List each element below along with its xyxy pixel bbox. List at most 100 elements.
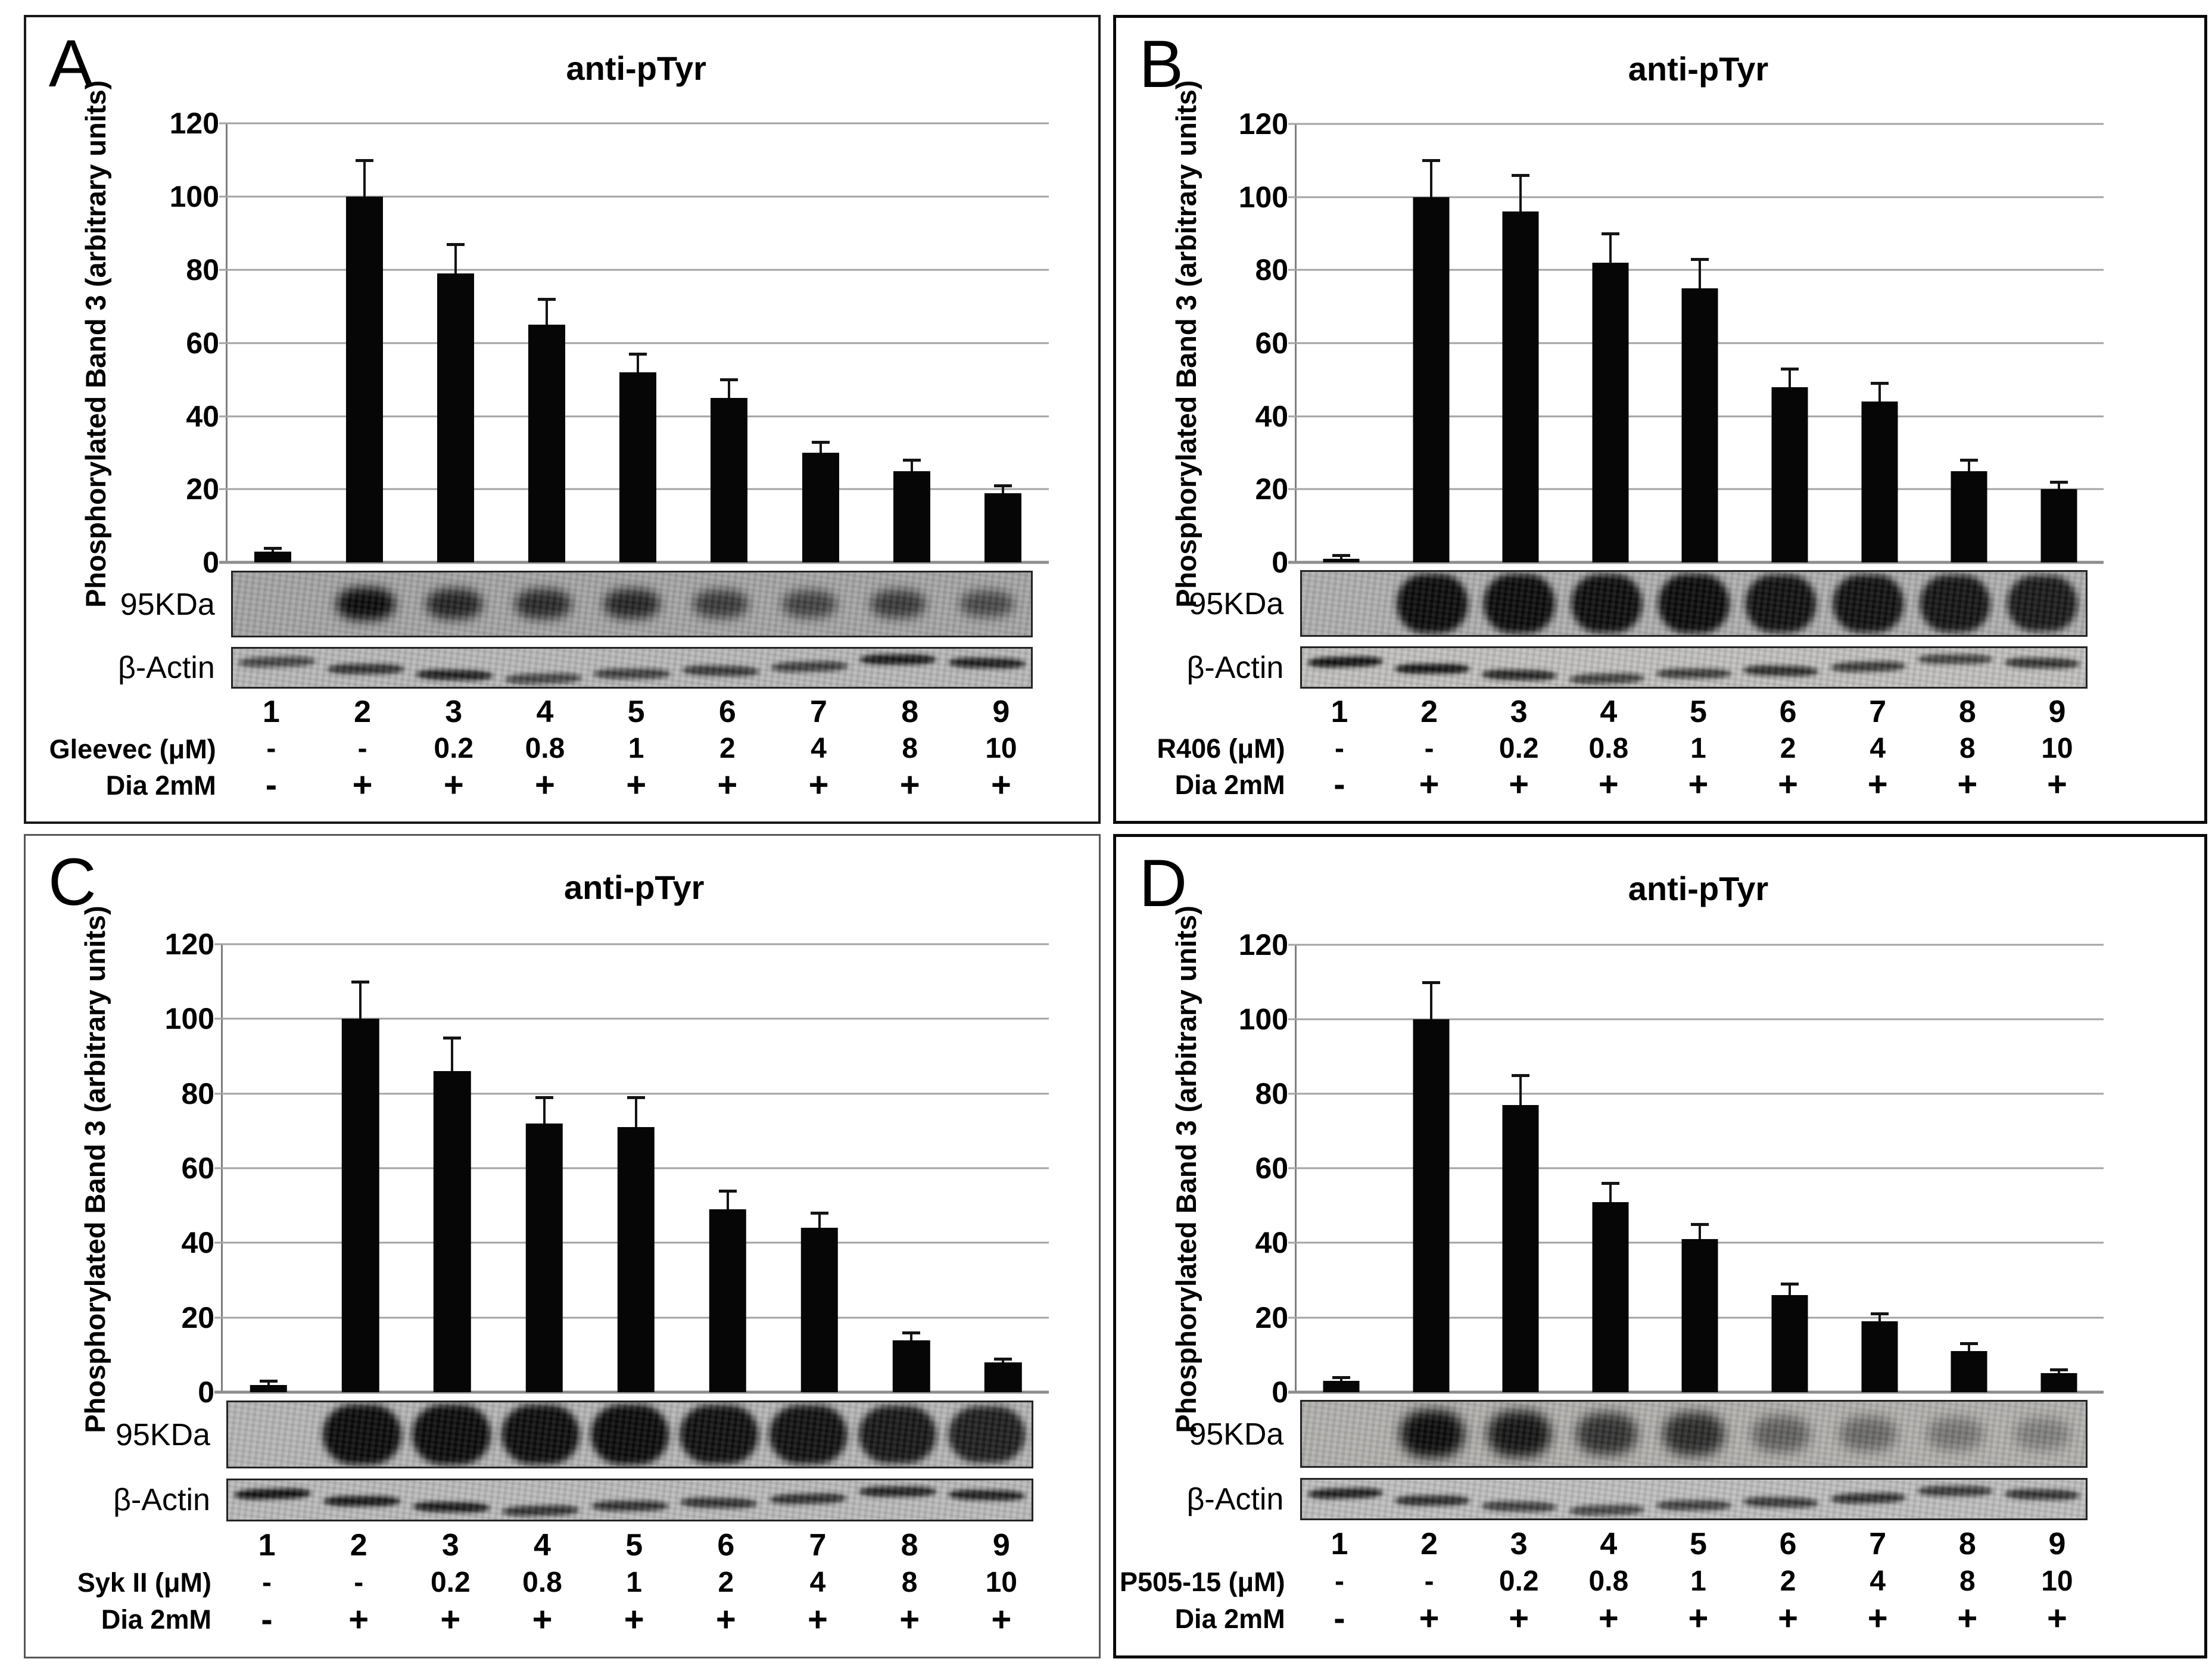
bar — [1681, 288, 1718, 562]
blot-band — [1481, 668, 1558, 681]
error-bar — [2049, 1368, 2068, 1374]
error-bar — [443, 1036, 462, 1072]
blot-lane — [1825, 648, 1912, 686]
dia-value: + — [1867, 1599, 1888, 1638]
error-bar-cap — [1512, 1074, 1530, 1078]
blot-band — [322, 1404, 401, 1465]
blot-lane — [765, 572, 853, 636]
chart-title: anti-pTyr — [566, 49, 706, 87]
dia-value: + — [1688, 1599, 1709, 1638]
gridline — [214, 943, 1049, 945]
blot-band — [337, 587, 395, 621]
gridline — [219, 122, 1049, 125]
blot-band — [948, 657, 1026, 669]
lane-number: 6 — [717, 1527, 735, 1563]
blot-lane — [1737, 572, 1824, 635]
bar — [2040, 1373, 2077, 1392]
lane-number: 4 — [536, 695, 554, 730]
blot-lane — [1912, 572, 1999, 635]
treatment-value: - — [1334, 1566, 1344, 1598]
y-tick-label: 60 — [186, 326, 220, 360]
error-bar-cap — [1422, 159, 1440, 163]
dia-value: + — [1509, 765, 1529, 804]
y-tick-label: 0 — [1272, 1375, 1289, 1409]
blot-band — [2014, 1418, 2071, 1450]
blot-lane — [853, 1480, 942, 1520]
blot-band — [1658, 574, 1730, 633]
bar — [709, 1209, 747, 1393]
error-bar — [1960, 459, 1979, 471]
error-bar — [811, 1212, 829, 1228]
blot-lane — [1389, 572, 1476, 635]
error-bar — [1512, 173, 1530, 212]
blot-lane — [764, 1480, 853, 1520]
lane-number: 1 — [262, 695, 280, 730]
blot-lane — [942, 649, 1031, 687]
dia-value: + — [532, 1599, 553, 1639]
blot-band — [1397, 574, 1469, 633]
error-bar — [264, 546, 282, 552]
blot-band — [1743, 664, 1820, 677]
chart-title: anti-pTyr — [564, 868, 705, 906]
dia-value: + — [1867, 765, 1888, 804]
lane-number: 4 — [1600, 1527, 1618, 1562]
blot-lane — [407, 1402, 496, 1467]
gridline — [1288, 1390, 2104, 1394]
dia-value: - — [265, 765, 278, 805]
gridline — [1288, 944, 2104, 946]
treatment-value: 8 — [902, 733, 918, 765]
y-tick-label: 100 — [1238, 180, 1289, 214]
dia-value: + — [535, 765, 555, 805]
chart-title: anti-pTyr — [1628, 49, 1769, 88]
y-tick-label: 120 — [1238, 928, 1289, 962]
treatment-value: 0.2 — [434, 733, 474, 765]
y-tick-label: 60 — [1255, 1152, 1289, 1185]
blot-label-95kda: 95KDa — [1189, 587, 1284, 622]
blot-lane — [1999, 572, 2086, 635]
error-bar-cap — [351, 980, 370, 984]
blot-lane — [1563, 648, 1650, 686]
dia-row: Dia 2mM - + + + + + + + + — [26, 1602, 1099, 1638]
chart-area: 0 20 40 60 80 100 120 — [1239, 109, 2104, 577]
dia-row-label: Dia 2mM — [1174, 769, 1285, 800]
chart-title: anti-pTyr — [1628, 869, 1769, 907]
lane-number-row: 1 2 3 4 5 6 7 8 9 — [26, 695, 1098, 730]
blot-lane — [233, 649, 322, 687]
lane-number: 3 — [441, 1527, 459, 1563]
dia-value: + — [1688, 765, 1709, 804]
y-tick-label: 40 — [181, 1226, 215, 1260]
blot-band — [1920, 575, 1991, 633]
lane-number: 7 — [810, 695, 827, 730]
blot-band — [327, 664, 404, 674]
treatment-value: - — [266, 733, 276, 765]
dia-value: + — [808, 1599, 828, 1639]
dia-value: + — [715, 1599, 736, 1639]
blot-lane — [1302, 1402, 1389, 1466]
y-tick-label: 0 — [202, 546, 220, 580]
error-bar-cap — [993, 484, 1012, 488]
y-axis-label: Phosphorylated Band 3 (arbitrary units) — [79, 905, 111, 1433]
blot-band — [1400, 1410, 1465, 1458]
lane-number: 2 — [350, 1527, 367, 1563]
dia-value: + — [991, 1599, 1012, 1639]
blot-label-actin: β-Actin — [1186, 650, 1284, 685]
dia-row: Dia 2mM - + + + + + + + + — [1116, 1601, 2204, 1636]
lane-number-row: 1 2 3 4 5 6 7 8 9 — [26, 1527, 1099, 1563]
treatment-value: 0.8 — [1588, 1566, 1629, 1598]
blot-band — [515, 589, 572, 619]
treatment-value: 0.8 — [525, 733, 565, 765]
lane-number: 3 — [445, 695, 463, 730]
blot-actin — [226, 1478, 1034, 1521]
error-bar-cap — [355, 158, 373, 162]
treatment-value: - — [357, 733, 367, 765]
error-bar — [629, 353, 647, 372]
dia-row-label: Dia 2mM — [105, 770, 216, 801]
blot-band — [1571, 574, 1643, 633]
error-bar-cap — [902, 1331, 921, 1334]
gridline — [219, 269, 1049, 271]
treatment-value: 4 — [1870, 1566, 1886, 1598]
error-bar — [994, 1357, 1012, 1363]
blot-lane — [1825, 572, 1912, 635]
